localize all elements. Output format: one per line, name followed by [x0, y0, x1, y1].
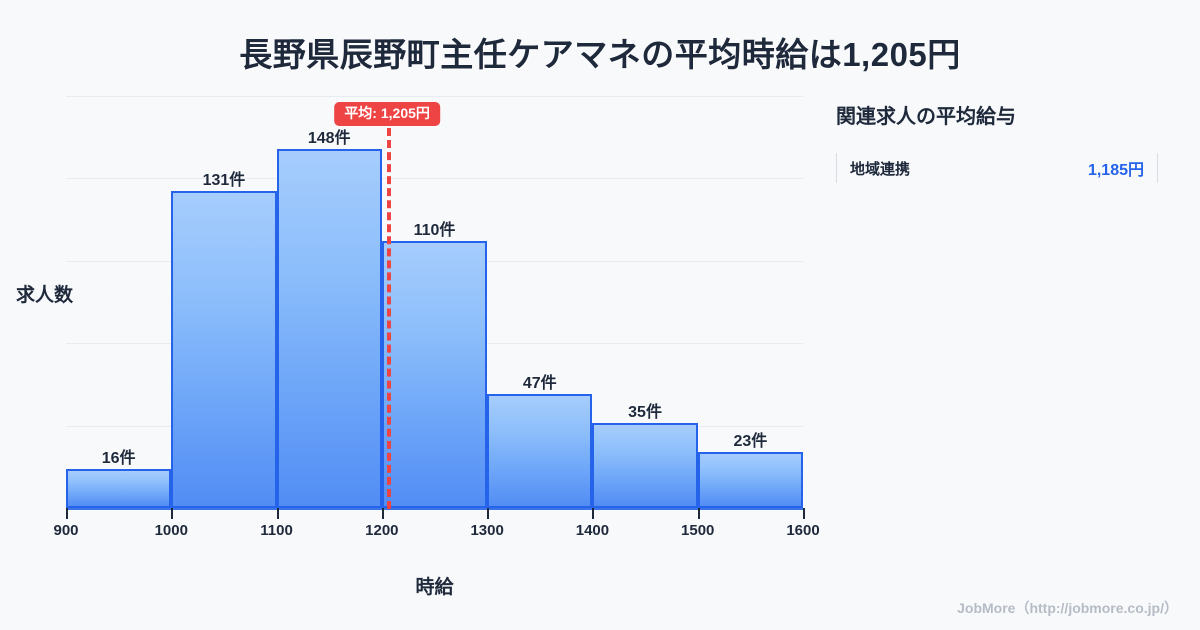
- bar[interactable]: [171, 190, 277, 508]
- x-axis-tick: [487, 508, 490, 519]
- gridline: [66, 178, 803, 180]
- bar-value-label: 148件: [307, 130, 351, 148]
- x-axis-tick-label: 1200: [365, 522, 399, 539]
- x-axis-tick-label: 1000: [154, 522, 188, 539]
- footer-credit: JobMore（http://jobmore.co.jp/）: [957, 600, 1178, 616]
- x-axis-tick: [592, 508, 595, 519]
- bar-value-label: 35件: [628, 404, 662, 422]
- related-salary-list: 地域連携 1,185円: [836, 151, 1176, 185]
- bar[interactable]: [381, 241, 488, 508]
- gridline: [66, 96, 803, 97]
- x-axis-tick-label: 1400: [575, 522, 610, 539]
- bar-value-label: 47件: [522, 375, 557, 393]
- bar[interactable]: [276, 149, 382, 508]
- x-axis-title: 時給: [415, 577, 454, 598]
- bar[interactable]: [697, 452, 803, 508]
- bar-value-label: 110件: [413, 222, 456, 240]
- bar-value-label: 131件: [202, 171, 246, 189]
- related-salary-panel: 関連求人の平均給与 地域連携 1,185円: [836, 100, 1176, 185]
- x-axis-tick-label: 1600: [786, 522, 820, 539]
- bar[interactable]: [66, 469, 172, 508]
- x-axis-tick-label: 1300: [470, 522, 504, 539]
- x-axis-tick: [697, 508, 700, 519]
- x-axis-tick: [381, 508, 384, 519]
- x-axis-tick-label: 1500: [681, 522, 715, 539]
- related-salary-name: 地域連携: [850, 160, 911, 178]
- related-salary-title: 関連求人の平均給与: [836, 106, 1016, 128]
- x-axis-tick: [66, 508, 68, 519]
- bar[interactable]: [592, 423, 698, 508]
- bar[interactable]: [487, 394, 593, 508]
- x-axis-tick: [171, 508, 174, 519]
- related-salary-row[interactable]: 地域連携 1,185円: [836, 151, 1158, 185]
- x-axis-tick: [276, 508, 279, 519]
- y-axis-title: 求人数: [16, 285, 74, 306]
- x-axis-line: [66, 508, 803, 510]
- x-axis-tick: [803, 508, 805, 519]
- bar-value-label: 23件: [733, 433, 768, 451]
- related-salary-value: 1,185円: [1087, 162, 1144, 179]
- page-title: 長野県辰野町主任ケアマネの平均時給は1,205円: [239, 36, 961, 73]
- average-badge: 平均: 1,205円: [334, 102, 440, 127]
- x-axis-tick-label: 900: [53, 522, 79, 539]
- average-line: [387, 128, 392, 509]
- x-axis-tick-label: 1100: [260, 522, 293, 539]
- bar-value-label: 16件: [101, 450, 136, 468]
